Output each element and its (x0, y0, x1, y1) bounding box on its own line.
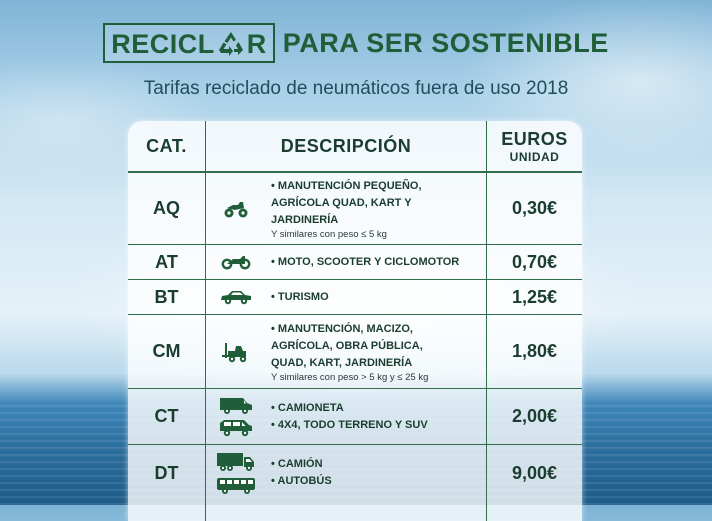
row-icons (206, 315, 266, 388)
title-brand-part2: R (246, 28, 267, 59)
row-price: 1,80€ (511, 341, 558, 361)
header-cat: CAT. (128, 121, 205, 171)
row-description: • TURISMO (271, 280, 483, 314)
row-description: • MOTO, SCOOTER Y CICLOMOTOR (271, 245, 483, 279)
title-slogan: PARA SER SOSTENIBLE (282, 27, 609, 58)
row-price: 9,00€ (511, 462, 558, 483)
row-icons (206, 445, 266, 501)
tariff-table: CAT. DESCRIPCIÓN EUROS UNIDAD AQ • MANUT… (128, 121, 582, 521)
row-price: 0,30€ (511, 198, 558, 218)
row-rule (128, 279, 582, 280)
table-row: DT • CAMIÓN • AUTOBÚS 9,00€ (128, 445, 582, 501)
header-rule (128, 171, 582, 173)
row-price: 2,00€ (511, 406, 558, 426)
description-line: AGRÍCOLA QUAD, KART Y (271, 196, 412, 209)
column-divider (486, 121, 487, 521)
description-line: QUAD, KART, JARDINERÍA (271, 356, 413, 369)
truck-icon (217, 452, 254, 471)
row-description: • MANUTENCIÓN, MACIZO, AGRÍCOLA, OBRA PÚ… (271, 315, 483, 388)
description-line: JARDINERÍA (271, 213, 339, 226)
description-line: AGRÍCOLA, OBRA PÚBLICA, (271, 339, 423, 352)
row-description: • MANUTENCIÓN PEQUEÑO, AGRÍCOLA QUAD, KA… (271, 173, 483, 244)
row-price: 0,70€ (511, 251, 558, 272)
brand-logo-box: RECICL R (103, 23, 275, 63)
description-line: • MANUTENCIÓN PEQUEÑO, (271, 179, 422, 192)
row-category: AQ (153, 198, 180, 218)
description-line: • 4X4, TODO TERRENO Y SUV (271, 418, 428, 431)
title-brand-part1: RECICL (111, 28, 215, 59)
page-title: RECICL R PARA SER SOSTENIBLE (0, 22, 712, 64)
row-category: CT (154, 406, 179, 426)
header-unidad-label: UNIDAD (509, 149, 560, 164)
table-row: CT • CAMIONETA • 4X4, TODO TERRENO Y SUV… (128, 389, 582, 444)
row-icons (206, 245, 266, 279)
table-row: AQ • MANUTENCIÓN PEQUEÑO, AGRÍCOLA QUAD,… (128, 173, 582, 244)
recycle-icon (218, 32, 243, 56)
header-price: EUROS UNIDAD (487, 121, 582, 171)
header-desc-label: DESCRIPCIÓN (280, 135, 412, 156)
table-row: CM • MANUTENCIÓN, MACIZO, AGRÍCOLA, OBRA… (128, 315, 582, 388)
header-cat-label: CAT. (146, 135, 187, 156)
row-icons (206, 389, 266, 444)
page-subtitle: Tarifas reciclado de neumáticos fuera de… (143, 78, 569, 99)
header-desc: DESCRIPCIÓN (206, 121, 486, 171)
table-row: BT • TURISMO 1,25€ (128, 280, 582, 314)
row-category: CM (152, 341, 181, 361)
row-category: DT (154, 462, 179, 483)
row-description: • CAMIÓN • AUTOBÚS (271, 445, 483, 501)
description-line: • CAMIONETA (271, 401, 344, 414)
description-line: • CAMIÓN (271, 458, 323, 470)
row-icons (206, 173, 266, 244)
row-rule (128, 444, 582, 445)
car-icon (221, 291, 251, 305)
row-rule (128, 314, 582, 315)
description-line: • MOTO, SCOOTER Y CICLOMOTOR (271, 255, 460, 268)
header-euros-label: EUROS (501, 128, 568, 149)
motorcycle-icon (221, 256, 251, 270)
description-note: Y similares con peso ≤ 5 kg (271, 228, 387, 240)
row-description: • CAMIONETA • 4X4, TODO TERRENO Y SUV (271, 389, 483, 444)
table-row: AT • MOTO, SCOOTER Y CICLOMOTOR 0,70€ (128, 245, 582, 279)
row-category: BT (154, 286, 179, 307)
description-line: • AUTOBÚS (271, 475, 332, 487)
column-divider (205, 121, 206, 521)
row-icons (206, 280, 266, 314)
row-price: 1,25€ (511, 286, 558, 307)
forklift-icon (222, 342, 247, 362)
description-line: • TURISMO (271, 290, 329, 303)
van-icon (220, 398, 252, 414)
description-line: • MANUTENCIÓN, MACIZO, (271, 322, 413, 335)
row-rule (128, 244, 582, 245)
bus-icon (217, 477, 255, 494)
suv-icon (220, 420, 252, 437)
description-note: Y similares con peso > 5 kg y ≤ 25 kg (271, 371, 429, 383)
row-rule (128, 388, 582, 389)
row-category: AT (155, 251, 178, 272)
quad-icon (224, 201, 248, 217)
